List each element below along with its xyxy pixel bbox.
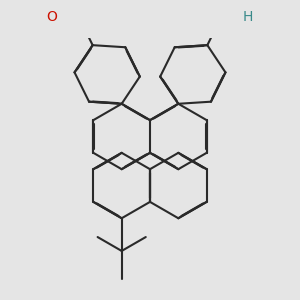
Text: H: H (90, 0, 100, 3)
Text: O: O (200, 0, 210, 3)
Text: O: O (46, 10, 57, 24)
Text: H: H (243, 10, 253, 24)
